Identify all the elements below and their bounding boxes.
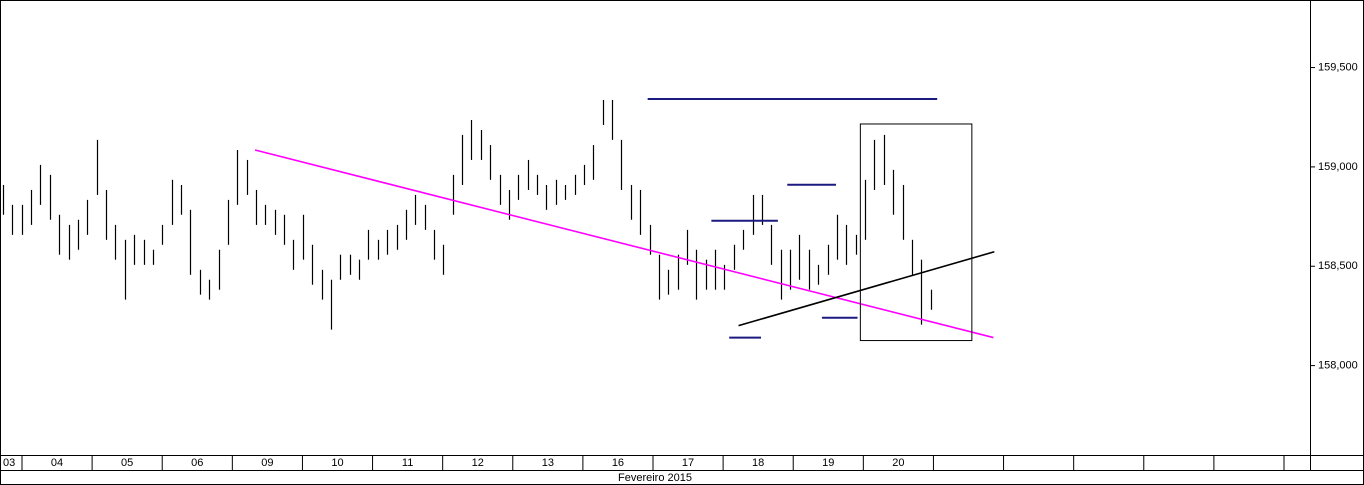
x-tick-label: 20 bbox=[892, 457, 904, 469]
x-tick-label: 12 bbox=[472, 457, 484, 469]
x-tick-label: 04 bbox=[51, 457, 63, 469]
x-tick-label: 13 bbox=[542, 457, 554, 469]
y-tick-label: 158,500 bbox=[1318, 260, 1358, 272]
x-tick-label: 19 bbox=[822, 457, 834, 469]
x-tick-label: 17 bbox=[682, 457, 694, 469]
x-tick-label: 06 bbox=[191, 457, 203, 469]
y-tick-label: 159,000 bbox=[1318, 161, 1358, 173]
x-tick-label: 09 bbox=[261, 457, 273, 469]
y-tick-label: 159,500 bbox=[1318, 61, 1358, 73]
x-tick-label: 03 bbox=[3, 457, 15, 469]
x-axis-title: Fevereiro 2015 bbox=[618, 472, 692, 484]
x-tick-label: 18 bbox=[752, 457, 764, 469]
x-tick-label: 05 bbox=[121, 457, 133, 469]
x-tick-label: 16 bbox=[612, 457, 624, 469]
highlight-box bbox=[859, 123, 973, 342]
trendline bbox=[254, 149, 994, 339]
x-tick-label: 11 bbox=[402, 457, 413, 469]
y-tick-label: 158,000 bbox=[1318, 359, 1358, 371]
x-tick-label: 10 bbox=[331, 457, 343, 469]
trendline bbox=[738, 250, 995, 327]
